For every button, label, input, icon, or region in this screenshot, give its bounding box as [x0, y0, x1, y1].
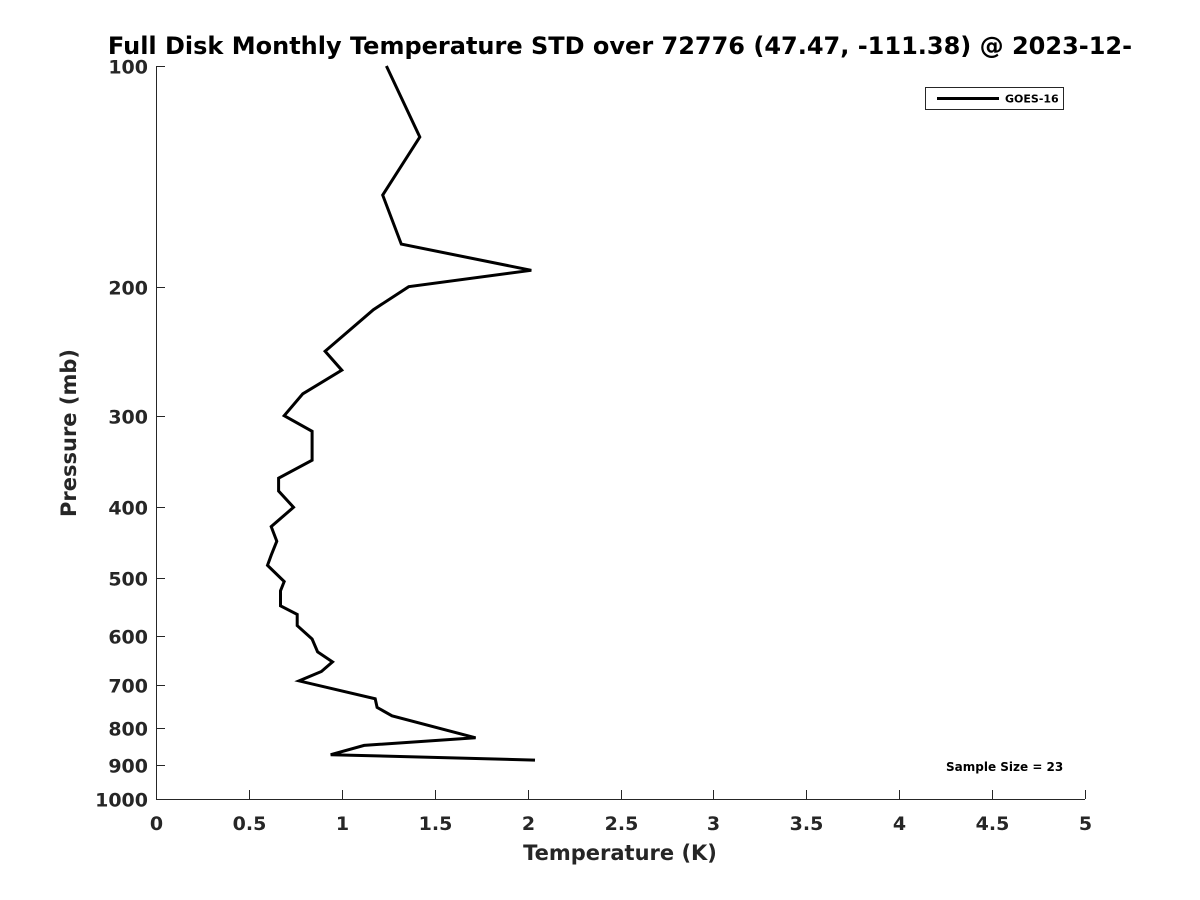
y-tick-label: 100 [108, 57, 148, 79]
x-tick-label: 4 [893, 813, 906, 835]
legend: GOES-16 [925, 87, 1064, 110]
y-tick-label: 300 [108, 407, 148, 429]
y-axis-label: Pressure (mb) [57, 349, 81, 517]
x-axis-label: Temperature (K) [523, 841, 717, 865]
chart-title: Full Disk Monthly Temperature STD over 7… [108, 32, 1132, 60]
x-tick-label: 4.5 [976, 813, 1010, 835]
y-tick-label: 200 [108, 278, 148, 300]
x-tick-label: 1 [336, 813, 349, 835]
series-layer [265, 65, 536, 762]
x-axis-ticks: 0 0.5 1 1.5 2 2.5 3 3.5 4 4.5 5 [150, 790, 1092, 835]
y-tick-label: 600 [108, 627, 148, 649]
y-tick-label: 700 [108, 676, 148, 698]
y-tick-label: 500 [108, 569, 148, 591]
y-tick-label: 800 [108, 719, 148, 741]
x-tick-label: 1.5 [419, 813, 453, 835]
x-tick-label: 5 [1079, 813, 1092, 835]
y-axis-ticks: 100 200 300 400 500 600 700 800 900 1000 [95, 57, 165, 812]
sample-size-annotation: Sample Size = 23 [946, 760, 1063, 774]
y-tick-label: 400 [108, 498, 148, 520]
x-tick-label: 2.5 [605, 813, 639, 835]
plot-area [156, 66, 1085, 799]
legend-label: GOES-16 [1005, 93, 1059, 106]
y-tick-label: 1000 [95, 790, 148, 812]
x-tick-label: 0 [150, 813, 163, 835]
x-tick-label: 3.5 [790, 813, 824, 835]
y-tick-label: 900 [108, 756, 148, 778]
x-tick-label: 2 [522, 813, 535, 835]
x-tick-label: 0.5 [233, 813, 267, 835]
x-tick-label: 3 [707, 813, 720, 835]
series-line-goes-16 [265, 65, 536, 762]
